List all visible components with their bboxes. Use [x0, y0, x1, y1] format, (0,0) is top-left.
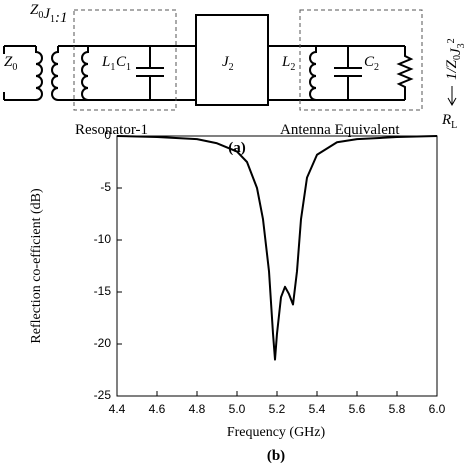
wire: [58, 45, 196, 101]
subscript: 0: [38, 10, 43, 21]
x-tick-label: 4.4: [109, 402, 126, 416]
x-axis-label: Frequency (GHz): [227, 425, 326, 440]
transformer-label: Z0J1:1: [30, 2, 68, 26]
resonator-box: [73, 9, 177, 111]
x-tick-label: 6.0: [429, 402, 446, 416]
antenna-box: [299, 9, 423, 111]
superscript: 2: [446, 38, 457, 43]
wire: [268, 45, 405, 101]
capacitor: [136, 46, 164, 100]
caption-a: (a): [228, 140, 246, 156]
z0-label: Z0: [4, 54, 17, 73]
label-part: L: [281, 54, 290, 70]
subscript: 2: [229, 62, 234, 73]
chart: Frequency (GHz) Reflection co-efficient …: [29, 128, 446, 464]
subscript: 2: [290, 62, 295, 73]
subscript: 0: [12, 62, 17, 73]
y-tick-label: -5: [100, 180, 111, 194]
rl-label: RL: [441, 112, 457, 131]
label-part: L: [101, 54, 110, 70]
label-part: Z: [30, 2, 39, 18]
x-tick-label: 4.6: [149, 402, 166, 416]
y-tick-label: -25: [94, 388, 112, 402]
inductor: [81, 46, 89, 101]
y-tick-label: -15: [94, 284, 112, 298]
label-part: R: [441, 112, 451, 128]
y-tick-label: -20: [94, 336, 112, 350]
inductor: [35, 46, 43, 101]
x-tick-label: 4.8: [189, 402, 206, 416]
label-part: :1: [55, 10, 68, 26]
capacitor: [334, 46, 362, 100]
data-line: [116, 135, 438, 361]
label-part: Z: [4, 54, 13, 70]
resonator-label: Resonator-1: [75, 122, 148, 138]
l1-label: L1: [101, 54, 115, 73]
x-tick-label: 5.4: [309, 402, 326, 416]
c1-label: C1: [116, 54, 131, 73]
label-part: C: [116, 54, 127, 70]
wire: [3, 45, 36, 101]
label-part: C: [364, 54, 375, 70]
y-axis-label: Reflection co-efficient (dB): [29, 188, 44, 344]
c2-label: C2: [364, 54, 379, 73]
label-part: J: [448, 47, 464, 55]
j2-label: J2: [222, 54, 234, 73]
label-part: 1/Z: [444, 59, 460, 80]
circuit: Z0 Z0J1:1 L1 C1 J2 L2 C2 1/Z0J32 RL Reso…: [3, 2, 467, 156]
subscript: 0: [452, 55, 463, 60]
subscript: 1: [110, 62, 115, 73]
subscript: 2: [374, 62, 379, 73]
subscript: 1: [126, 62, 131, 73]
caption-b: (b): [267, 448, 285, 464]
y-tick-label: 0: [104, 128, 111, 142]
label-part: J: [43, 6, 51, 22]
j2-block: [195, 14, 269, 106]
l2-label: L2: [281, 54, 295, 73]
subscript: 3: [456, 43, 467, 48]
inductor: [309, 46, 317, 101]
x-tick-label: 5.6: [349, 402, 366, 416]
resistor: [396, 46, 414, 100]
x-tick-label: 5.2: [269, 402, 286, 416]
antenna-label: Antenna Equivalent: [280, 122, 400, 138]
subscript: 1: [50, 14, 55, 25]
x-tick-label: 5.0: [229, 402, 246, 416]
inductor: [51, 46, 59, 101]
x-tick-label: 5.8: [389, 402, 406, 416]
plot-frame: [116, 135, 438, 397]
subscript: L: [451, 120, 457, 131]
label-part: J: [222, 54, 230, 70]
y-tick-label: -10: [94, 232, 112, 246]
arrow: [447, 86, 457, 107]
load-label: 1/Z0J32: [444, 38, 467, 80]
